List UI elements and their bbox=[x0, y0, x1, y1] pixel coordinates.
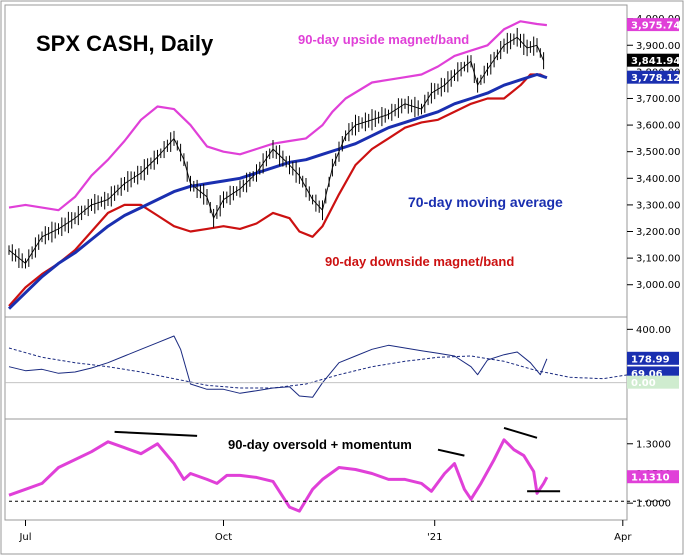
trendline bbox=[503, 426, 538, 439]
series-line-momentum bbox=[8, 438, 549, 513]
y-tick-label: 1.3000 bbox=[636, 439, 671, 450]
oscillator-panel-frame bbox=[4, 316, 628, 420]
y-tick-label: 3,500.00 bbox=[636, 147, 681, 158]
osc-last-value: 0.00 bbox=[631, 378, 656, 389]
last-value-close: 3,841.94 bbox=[631, 56, 680, 67]
last-value-ma-bg bbox=[627, 70, 679, 84]
chart-title: SPX CASH, Daily bbox=[36, 31, 214, 56]
y-tick-label: 400.00 bbox=[636, 325, 671, 336]
series-line-osc_dashed bbox=[8, 347, 637, 389]
series-line-ma bbox=[7, 73, 548, 310]
x-tick-label: Jul bbox=[18, 532, 31, 543]
y-tick-label: 3,100.00 bbox=[636, 254, 681, 265]
y-tick-label: 3,300.00 bbox=[636, 200, 681, 211]
y-tick-label: 3,900.00 bbox=[636, 41, 681, 52]
osc-last-value-bg bbox=[627, 351, 679, 365]
series-line-upper_band bbox=[8, 20, 548, 212]
momentum-panel-frame bbox=[4, 418, 628, 521]
last-value-ma: 3,778.12 bbox=[631, 73, 680, 84]
annotation-momentum: 90-day oversold + momentum bbox=[228, 437, 412, 452]
annotation-lower-band: 90-day downside magnet/band bbox=[325, 254, 514, 269]
trendline bbox=[114, 430, 198, 437]
x-tick-label: Apr bbox=[614, 532, 632, 543]
y-tick-label: 3,400.00 bbox=[636, 174, 681, 185]
y-tick-label: 3,600.00 bbox=[636, 121, 681, 132]
annotation-ma: 70-day moving average bbox=[408, 194, 563, 210]
y-tick-label: 3,000.00 bbox=[636, 280, 681, 291]
x-tick-label: '21 bbox=[427, 532, 442, 543]
y-tick-label: 1.0000 bbox=[636, 499, 671, 510]
last-value-upper-band: 3,975.74 bbox=[631, 21, 680, 32]
osc-last-value-bg bbox=[627, 375, 679, 389]
last-value-close-bg bbox=[627, 53, 679, 67]
trendline bbox=[437, 448, 465, 457]
series-line-lower_band bbox=[8, 73, 548, 307]
x-axis: Jul Oct '21 Apr bbox=[18, 520, 632, 543]
price-panel: 3,000.00 3,100.00 3,200.00 3,300.00 3,400.00… bbox=[7, 14, 681, 310]
y-tick-label: 3,200.00 bbox=[636, 227, 681, 238]
momentum-last-value-bg bbox=[627, 470, 679, 484]
x-tick-label: Oct bbox=[215, 532, 232, 543]
series-line-osc_line bbox=[8, 335, 548, 398]
osc-last-value: 178.99 bbox=[631, 354, 670, 365]
oscillator-panel: 400.00 178.99 69.060.00 bbox=[5, 325, 679, 398]
osc-last-value: 69.06 bbox=[631, 369, 663, 380]
y-tick-label: 3,700.00 bbox=[636, 94, 681, 105]
last-value-upper-band-bg bbox=[627, 18, 679, 32]
annotation-upper-band: 90-day upside magnet/band bbox=[298, 32, 469, 47]
momentum-last-value: 1.1310 bbox=[631, 473, 670, 484]
